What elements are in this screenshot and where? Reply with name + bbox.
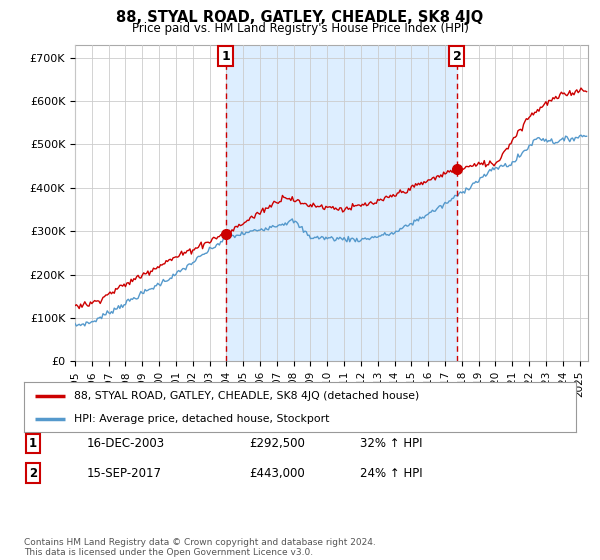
Text: 88, STYAL ROAD, GATLEY, CHEADLE, SK8 4JQ: 88, STYAL ROAD, GATLEY, CHEADLE, SK8 4JQ bbox=[116, 10, 484, 25]
Text: 1: 1 bbox=[29, 437, 37, 450]
Text: 24% ↑ HPI: 24% ↑ HPI bbox=[360, 466, 422, 480]
Text: £292,500: £292,500 bbox=[249, 437, 305, 450]
Text: 88, STYAL ROAD, GATLEY, CHEADLE, SK8 4JQ (detached house): 88, STYAL ROAD, GATLEY, CHEADLE, SK8 4JQ… bbox=[74, 391, 419, 401]
Text: Contains HM Land Registry data © Crown copyright and database right 2024.
This d: Contains HM Land Registry data © Crown c… bbox=[24, 538, 376, 557]
Text: 2: 2 bbox=[29, 466, 37, 480]
Bar bbox=[226, 45, 457, 361]
Text: 15-SEP-2017: 15-SEP-2017 bbox=[87, 466, 162, 480]
Text: HPI: Average price, detached house, Stockport: HPI: Average price, detached house, Stoc… bbox=[74, 414, 329, 424]
Text: 2: 2 bbox=[452, 49, 461, 63]
Text: 1: 1 bbox=[221, 49, 230, 63]
Text: 32% ↑ HPI: 32% ↑ HPI bbox=[360, 437, 422, 450]
Text: Price paid vs. HM Land Registry's House Price Index (HPI): Price paid vs. HM Land Registry's House … bbox=[131, 22, 469, 35]
Text: 16-DEC-2003: 16-DEC-2003 bbox=[87, 437, 165, 450]
Text: £443,000: £443,000 bbox=[249, 466, 305, 480]
